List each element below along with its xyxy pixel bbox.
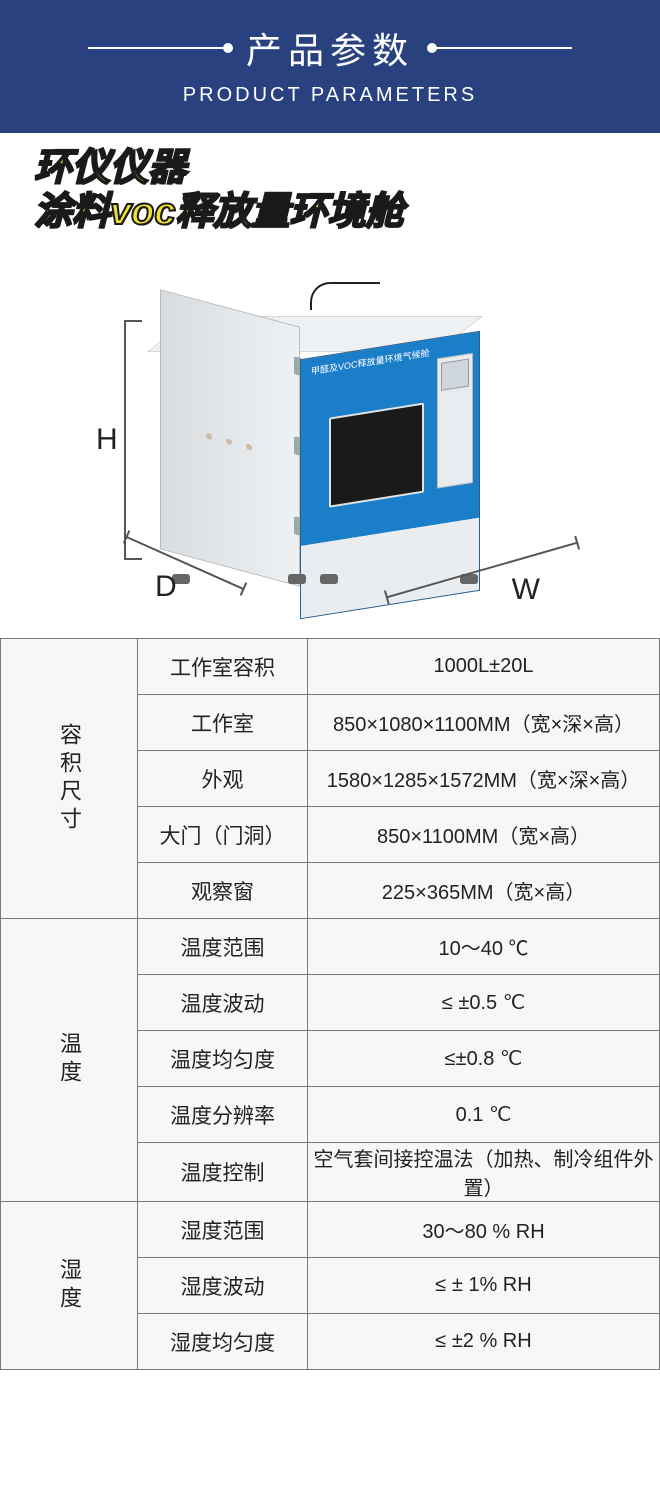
dimension-h: H (96, 320, 142, 560)
spec-table: 容积尺寸工作室容积1000L±20L工作室850×1080×1100MM（宽×深… (0, 638, 660, 1370)
spec-value-cell: 0.1 ℃ (308, 1087, 660, 1143)
dimension-h-bracket (124, 320, 142, 560)
spec-group-cell: 容积尺寸 (1, 639, 138, 919)
spec-value-cell: 空气套间接控温法（加热、制冷组件外置） (308, 1143, 660, 1202)
spec-value-cell: 1000L±20L (308, 639, 660, 695)
header-title-row: 产品参数 (0, 22, 660, 74)
header-banner: 产品参数 PRODUCT PARAMETERS (0, 0, 660, 133)
dimension-d: D (155, 570, 177, 604)
spec-value-cell: 30～80 % RH (308, 1202, 660, 1258)
dimension-w-label: W (512, 573, 540, 606)
table-row: 温度温度范围10～40 ℃ (1, 919, 660, 975)
spec-label-cell: 温度分辨率 (138, 1087, 308, 1143)
spec-value-cell: ≤ ±0.5 ℃ (308, 975, 660, 1031)
machine-cable (310, 282, 380, 310)
product-figure: H 甲醛及VOC释放量环境气候舱 D W (0, 238, 660, 638)
header-divider-right (432, 47, 572, 49)
machine-side (160, 290, 300, 588)
spec-label-cell: 湿度波动 (138, 1258, 308, 1314)
spec-label-cell: 工作室 (138, 695, 308, 751)
brand-line-2: 涂料voc释放量环境舱 (34, 191, 626, 235)
spec-label-cell: 温度波动 (138, 975, 308, 1031)
spec-label-cell: 大门（门洞） (138, 807, 308, 863)
machine-foot (320, 574, 338, 584)
spec-value-cell: 225×365MM（宽×高） (308, 863, 660, 919)
spec-value-cell: 850×1080×1100MM（宽×深×高） (308, 695, 660, 751)
dimension-w: W (512, 573, 540, 607)
spec-label-cell: 湿度范围 (138, 1202, 308, 1258)
machine-illustration: 甲醛及VOC释放量环境气候舱 (160, 278, 540, 608)
spec-label-cell: 观察窗 (138, 863, 308, 919)
machine-foot (288, 574, 306, 584)
spec-label-cell: 工作室容积 (138, 639, 308, 695)
rivet-icon (226, 438, 232, 446)
spec-label-cell: 温度均匀度 (138, 1031, 308, 1087)
header-divider-left (88, 47, 228, 49)
spec-value-cell: 10～40 ℃ (308, 919, 660, 975)
dimension-h-label: H (96, 423, 118, 457)
spec-group-cell: 温度 (1, 919, 138, 1202)
spec-label-cell: 温度范围 (138, 919, 308, 975)
spec-label-cell: 外观 (138, 751, 308, 807)
spec-value-cell: ≤±0.8 ℃ (308, 1031, 660, 1087)
brand-line-1: 环仪仪器 (34, 147, 626, 191)
header-title-cn: 产品参数 (246, 22, 414, 74)
spec-label-cell: 温度控制 (138, 1143, 308, 1202)
rivet-icon (206, 433, 212, 441)
table-row: 容积尺寸工作室容积1000L±20L (1, 639, 660, 695)
machine-control-panel (437, 353, 473, 489)
spec-group-cell: 湿度 (1, 1202, 138, 1370)
spec-value-cell: 850×1100MM（宽×高） (308, 807, 660, 863)
table-row: 湿度湿度范围30～80 % RH (1, 1202, 660, 1258)
spec-value-cell: ≤ ±2 % RH (308, 1314, 660, 1370)
spec-table-body: 容积尺寸工作室容积1000L±20L工作室850×1080×1100MM（宽×深… (1, 639, 660, 1370)
panel-screen-icon (441, 359, 469, 391)
header-title-en: PRODUCT PARAMETERS (0, 84, 660, 107)
spec-label-cell: 湿度均匀度 (138, 1314, 308, 1370)
spec-value-cell: 1580×1285×1572MM（宽×深×高） (308, 751, 660, 807)
rivet-icon (246, 444, 252, 452)
dimension-d-label: D (155, 570, 177, 603)
machine-window (329, 403, 424, 508)
spec-value-cell: ≤ ± 1% RH (308, 1258, 660, 1314)
brand-block: 环仪仪器 涂料voc释放量环境舱 (0, 133, 660, 238)
